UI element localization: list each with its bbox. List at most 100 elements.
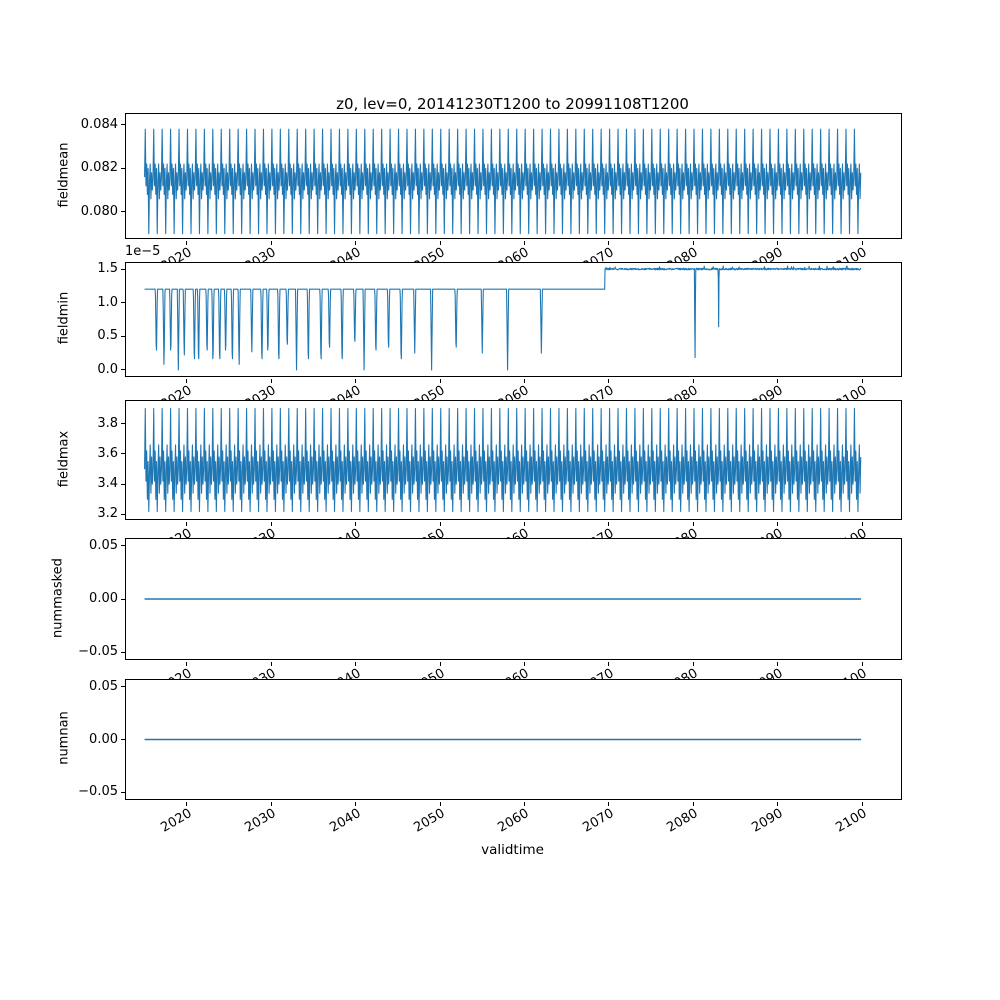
- x-tick-mark: [777, 522, 779, 526]
- x-tick-mark: [186, 662, 188, 666]
- x-tick-mark: [608, 662, 610, 666]
- y-tick-mark: [121, 211, 125, 213]
- x-tick-mark: [777, 241, 779, 245]
- x-tick-label: 2030: [242, 806, 279, 836]
- y-tick-label: 0.080: [80, 203, 118, 219]
- x-tick-mark: [270, 802, 272, 806]
- y-tick-mark: [121, 453, 125, 455]
- y-tick-label: 0.5: [97, 328, 118, 344]
- y-tick-label: 3.8: [97, 415, 118, 431]
- x-tick-label: 2070: [580, 806, 617, 836]
- x-tick-mark: [270, 241, 272, 245]
- x-tick-mark: [439, 241, 441, 245]
- x-tick-mark: [270, 662, 272, 666]
- numnan-line-canvas: [126, 680, 901, 799]
- x-tick-mark: [355, 522, 357, 526]
- x-tick-mark: [270, 379, 272, 383]
- y-tick-label: 1.5: [97, 261, 118, 277]
- x-tick-mark: [355, 802, 357, 806]
- y-axis-offset-text: 1e−5: [125, 244, 161, 259]
- x-tick-mark: [270, 522, 272, 526]
- x-tick-mark: [439, 379, 441, 383]
- x-tick-mark: [186, 522, 188, 526]
- y-tick-mark: [121, 686, 125, 688]
- subplot-numnan: [125, 679, 902, 800]
- y-tick-mark: [121, 598, 125, 600]
- y-tick-mark: [121, 302, 125, 304]
- subplot-fieldmean: [125, 113, 902, 239]
- y-tick-mark: [121, 124, 125, 126]
- x-tick-label: 2080: [664, 806, 701, 836]
- x-tick-mark: [861, 802, 863, 806]
- x-tick-label: 2050: [411, 806, 448, 836]
- fieldmean-line-canvas: [126, 114, 901, 238]
- subplot-nummasked: [125, 538, 902, 660]
- x-tick-mark: [439, 802, 441, 806]
- x-tick-mark: [355, 662, 357, 666]
- x-tick-mark: [692, 522, 694, 526]
- subplot-fieldmin: [125, 262, 902, 377]
- x-tick-mark: [692, 662, 694, 666]
- x-tick-mark: [608, 802, 610, 806]
- x-tick-mark: [439, 522, 441, 526]
- x-tick-label: 2040: [326, 806, 364, 836]
- y-tick-label: −0.05: [78, 644, 118, 660]
- y-tick-label: 3.2: [97, 506, 118, 522]
- x-tick-mark: [861, 379, 863, 383]
- x-tick-label: 2100: [833, 806, 870, 836]
- x-tick-mark: [523, 241, 525, 245]
- x-tick-mark: [692, 241, 694, 245]
- x-tick-mark: [523, 662, 525, 666]
- nummasked-line-canvas: [126, 539, 901, 659]
- y-tick-mark: [121, 423, 125, 425]
- y-tick-label: 0.00: [89, 591, 118, 606]
- x-tick-mark: [355, 241, 357, 245]
- fieldmax-line-canvas: [126, 401, 901, 519]
- chart-title: z0, lev=0, 20141230T1200 to 20991108T120…: [336, 95, 689, 113]
- x-tick-mark: [777, 379, 779, 383]
- x-tick-mark: [186, 802, 188, 806]
- y-tick-label: −0.05: [78, 784, 118, 800]
- x-tick-mark: [523, 522, 525, 526]
- y-tick-mark: [121, 369, 125, 371]
- y-tick-mark: [121, 739, 125, 740]
- fieldmin-line-canvas: [126, 263, 901, 376]
- subplot-fieldmax: [125, 400, 902, 520]
- x-tick-mark: [608, 379, 610, 383]
- y-tick-mark: [121, 545, 125, 547]
- x-axis-label: validtime: [481, 842, 544, 858]
- y-tick-label: 0.082: [80, 160, 118, 176]
- y-tick-label: 0.0: [97, 361, 118, 377]
- y-tick-label: 0.05: [89, 678, 118, 694]
- x-tick-label: 2060: [495, 806, 532, 836]
- y-tick-mark: [121, 483, 125, 485]
- x-tick-mark: [692, 379, 694, 383]
- x-tick-mark: [777, 802, 779, 806]
- x-tick-mark: [861, 662, 863, 666]
- y-tick-label: 0.00: [89, 731, 118, 747]
- x-tick-mark: [186, 241, 188, 245]
- y-tick-mark: [121, 651, 125, 653]
- x-tick-mark: [608, 241, 610, 245]
- x-tick-mark: [523, 379, 525, 383]
- y-tick-mark: [121, 513, 125, 515]
- x-tick-label: 2020: [158, 806, 195, 836]
- y-tick-mark: [121, 268, 125, 270]
- y-tick-mark: [121, 167, 125, 169]
- y-tick-mark: [121, 791, 125, 793]
- x-tick-mark: [692, 802, 694, 806]
- x-tick-mark: [861, 241, 863, 245]
- x-tick-mark: [523, 802, 525, 806]
- x-tick-mark: [608, 522, 610, 526]
- y-tick-label: 1.0: [97, 294, 118, 310]
- x-tick-mark: [355, 379, 357, 383]
- y-tick-label: 3.4: [97, 476, 118, 492]
- y-tick-label: 3.6: [97, 445, 118, 461]
- x-tick-mark: [186, 379, 188, 383]
- x-tick-label: 2090: [749, 806, 786, 836]
- y-tick-mark: [121, 335, 125, 337]
- y-tick-label: 0.084: [80, 116, 118, 132]
- y-tick-label: 0.05: [89, 537, 118, 553]
- x-tick-mark: [861, 522, 863, 526]
